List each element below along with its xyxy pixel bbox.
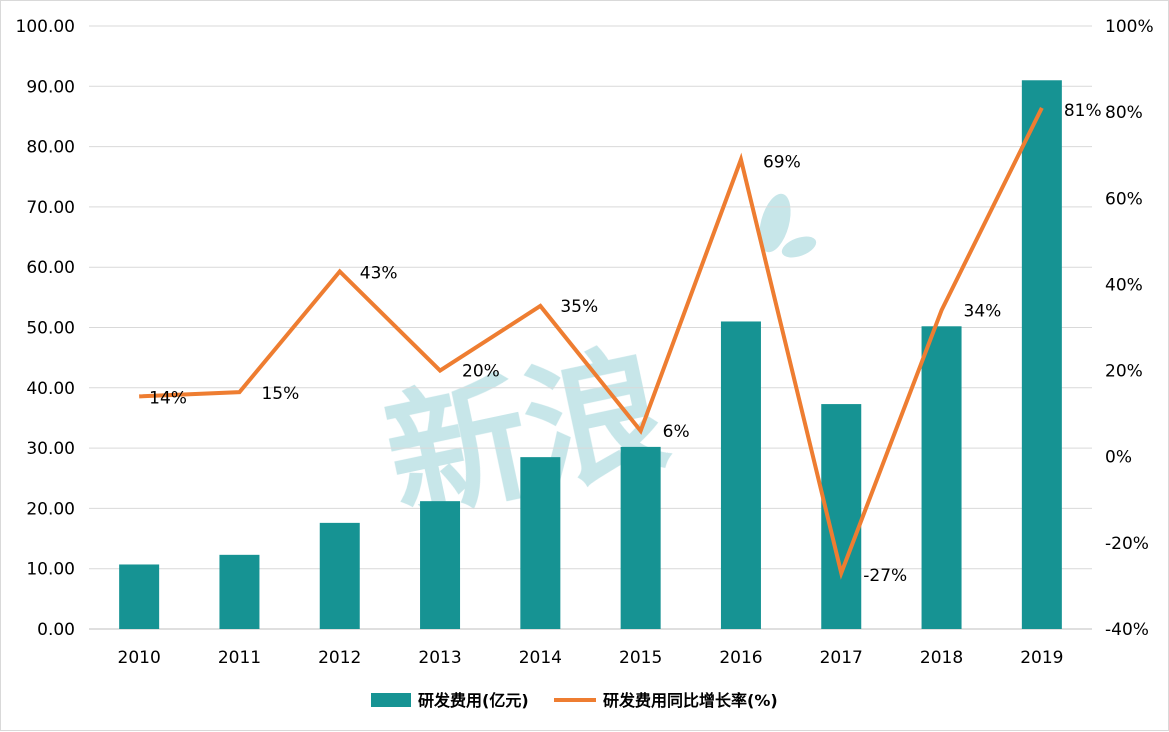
y-left-tick-label: 80.00 bbox=[26, 138, 75, 158]
legend-label: 研发费用同比增长率(%) bbox=[603, 691, 778, 710]
bar bbox=[420, 501, 461, 629]
data-label: 20% bbox=[462, 362, 500, 382]
data-label: 81% bbox=[1064, 101, 1102, 121]
x-tick-label: 2015 bbox=[619, 648, 662, 668]
x-tick-label: 2018 bbox=[920, 648, 963, 668]
bar bbox=[1021, 80, 1062, 629]
x-tick-label: 2014 bbox=[519, 648, 562, 668]
y-right-tick-label: 0% bbox=[1105, 448, 1132, 468]
data-label: 43% bbox=[360, 264, 398, 284]
bar bbox=[219, 554, 260, 629]
y-left-tick-label: 30.00 bbox=[26, 439, 75, 459]
data-label: 15% bbox=[261, 384, 299, 404]
y-right-tick-label: -40% bbox=[1105, 620, 1149, 640]
axes: 0.00 10.00 20.00 30.00 40.00 50.00 60.00 70.00 8… bbox=[16, 17, 1154, 668]
watermark-leaf-icon bbox=[781, 236, 817, 258]
legend-label: 研发费用(亿元) bbox=[418, 691, 529, 710]
x-tick-label: 2017 bbox=[820, 648, 863, 668]
y-left-tick-label: 40.00 bbox=[26, 379, 75, 399]
line-series: 14% 15% 43% 20% 35% 6% 69% -27% 34% 81% bbox=[139, 101, 1102, 586]
y-left-tick-label: 50.00 bbox=[26, 319, 75, 339]
data-label: 14% bbox=[149, 388, 187, 408]
bar bbox=[720, 321, 761, 629]
y-right-tick-label: 40% bbox=[1105, 275, 1143, 295]
watermark-leaf-icon bbox=[759, 193, 791, 253]
bar bbox=[319, 522, 360, 629]
data-label: 34% bbox=[964, 301, 1002, 321]
y-left-tick-label: 70.00 bbox=[26, 198, 75, 218]
y-left-tick-label: 90.00 bbox=[26, 77, 75, 97]
x-tick-label: 2012 bbox=[318, 648, 361, 668]
line-path bbox=[139, 106, 1044, 580]
bar bbox=[119, 564, 160, 629]
x-tick-label: 2011 bbox=[218, 648, 261, 668]
x-tick-label: 2016 bbox=[719, 648, 762, 668]
legend-bar-swatch bbox=[371, 693, 411, 707]
data-label: 69% bbox=[763, 153, 801, 173]
y-left-tick-label: 10.00 bbox=[26, 560, 75, 580]
data-label: 6% bbox=[663, 422, 690, 442]
bar bbox=[520, 457, 561, 629]
x-tick-label: 2010 bbox=[118, 648, 161, 668]
legend: 研发费用(亿元) 研发费用同比增长率(%) bbox=[371, 691, 778, 710]
bar bbox=[921, 326, 962, 629]
data-label: 35% bbox=[560, 297, 598, 317]
bar bbox=[620, 446, 661, 629]
x-tick-label: 2019 bbox=[1020, 648, 1063, 668]
x-tick-label: 2013 bbox=[418, 648, 461, 668]
y-right-tick-label: 60% bbox=[1105, 189, 1143, 209]
y-right-tick-label: 100% bbox=[1105, 17, 1154, 37]
y-right-tick-label: 80% bbox=[1105, 103, 1143, 123]
y-left-tick-label: 60.00 bbox=[26, 258, 75, 278]
y-left-tick-label: 100.00 bbox=[16, 17, 75, 37]
data-label: -27% bbox=[863, 566, 907, 586]
y-right-tick-label: 20% bbox=[1105, 362, 1143, 382]
y-left-tick-label: 0.00 bbox=[37, 620, 75, 640]
y-left-tick-label: 20.00 bbox=[26, 499, 75, 519]
y-right-tick-label: -20% bbox=[1105, 534, 1149, 554]
